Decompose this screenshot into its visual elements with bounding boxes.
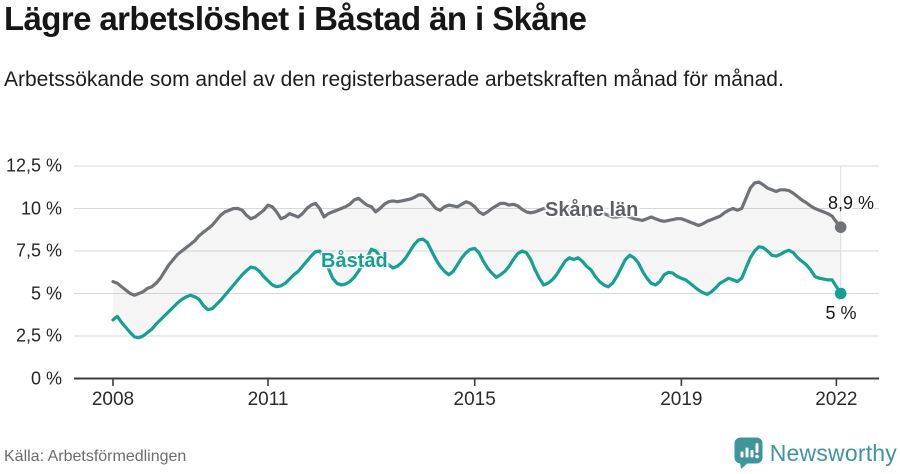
x-axis-tick-label: 2022	[815, 389, 858, 410]
newsworthy-icon	[734, 437, 763, 469]
newsworthy-wordmark: Newsworthy	[769, 439, 897, 466]
x-axis-tick-label: 2015	[453, 389, 496, 410]
y-axis-tick-label: 12,5 %	[5, 155, 62, 176]
end-value-label-skane: 8,9 %	[827, 193, 875, 213]
chart-title: Lägre arbetslöshet i Båstad än i Skåne	[4, 0, 587, 37]
series-label-bastad: Båstad	[321, 250, 388, 272]
chart-subtitle: Arbetssökande som andel av den registerb…	[4, 68, 784, 91]
series-line-skane	[111, 180, 843, 297]
y-axis-tick-label: 7,5 %	[15, 240, 62, 261]
x-axis-tick-label: 2011	[247, 389, 289, 410]
x-axis-tick-label: 2019	[660, 389, 703, 410]
end-dot-bastad	[834, 287, 847, 300]
series-line-bastad	[111, 237, 843, 340]
y-axis-tick-label: 0 %	[30, 368, 62, 388]
gap-band	[113, 182, 841, 338]
source-note: Källa: Arbetsförmedlingen	[4, 448, 187, 465]
y-axis-tick-label: 5 %	[30, 283, 62, 303]
newsworthy-logo: Newsworthy	[734, 437, 897, 469]
x-axis-tick-label: 2008	[91, 389, 135, 410]
y-axis-tick-label: 2,5 %	[15, 325, 62, 346]
end-dot-skane	[834, 221, 847, 233]
end-value-label-bastad: 5 %	[825, 303, 857, 323]
y-axis-tick-label: 10 %	[20, 198, 62, 218]
series-label-skane: Skåne län	[545, 199, 639, 221]
